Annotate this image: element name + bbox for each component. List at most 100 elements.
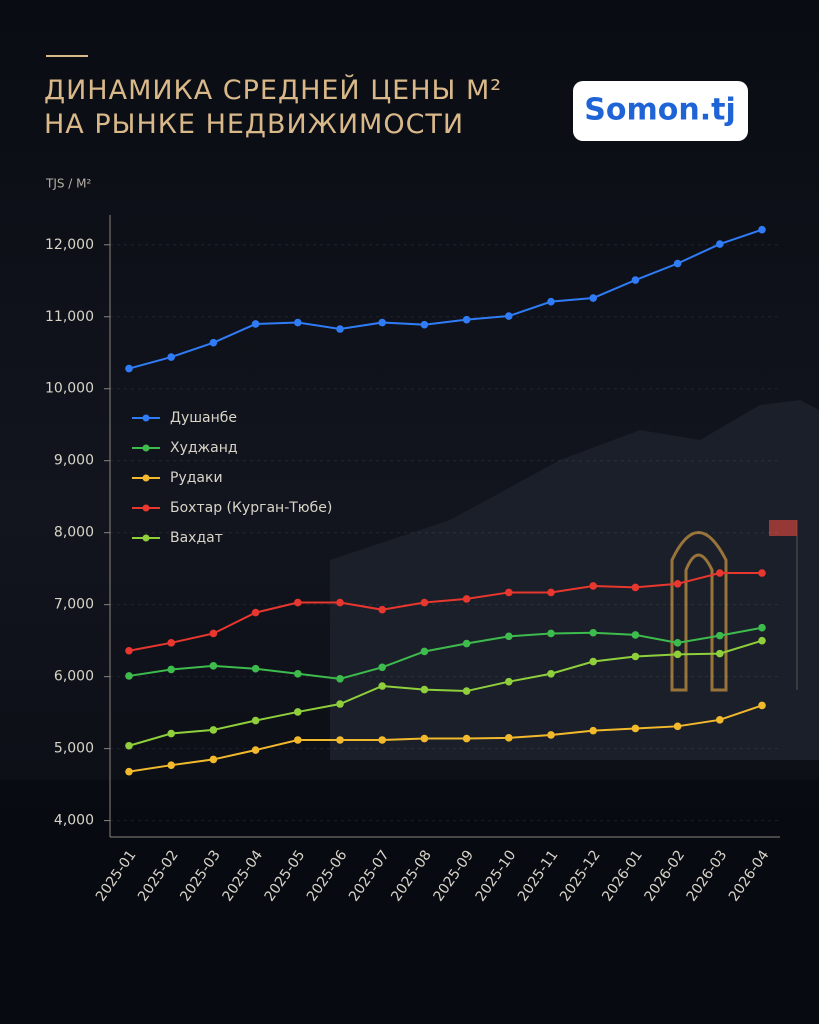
data-point	[631, 652, 640, 661]
data-point	[547, 669, 555, 678]
data-point	[631, 631, 640, 639]
data-point	[294, 708, 302, 716]
data-point	[420, 734, 429, 743]
data-point	[209, 629, 218, 638]
data-point	[505, 312, 513, 320]
data-point	[209, 338, 218, 347]
y-tick-label: 5,000	[54, 741, 94, 757]
data-point	[716, 240, 724, 248]
data-point	[462, 315, 471, 324]
data-point	[589, 726, 597, 735]
data-point	[336, 675, 344, 683]
chart-title: ДИНАМИКА СРЕДНЕЙ ЦЕНЫ М² НА РЫНКЕ НЕДВИЖ…	[44, 75, 503, 140]
data-point	[462, 595, 471, 603]
legend-label: Рудаки	[170, 470, 223, 486]
data-point	[125, 672, 133, 680]
data-point	[716, 569, 724, 577]
data-point	[589, 294, 597, 302]
y-tick-label: 10,000	[45, 381, 94, 397]
data-point	[125, 741, 133, 750]
data-point	[209, 662, 218, 670]
data-point	[209, 726, 218, 734]
data-point	[251, 320, 260, 328]
data-point	[547, 588, 555, 597]
legend-marker	[142, 534, 150, 542]
data-point	[547, 731, 555, 739]
data-point	[378, 736, 387, 744]
legend-marker	[142, 474, 150, 482]
data-point	[336, 325, 344, 333]
data-point	[631, 724, 640, 733]
data-point	[420, 685, 429, 694]
y-tick-label: 6,000	[54, 669, 94, 685]
legend-label: Худжанд	[170, 440, 238, 456]
data-point	[673, 259, 682, 268]
data-point	[294, 669, 302, 678]
data-point	[547, 629, 555, 638]
data-point	[589, 582, 597, 590]
data-point	[505, 588, 513, 597]
y-tick-label: 11,000	[45, 309, 94, 325]
legend-marker	[142, 444, 150, 452]
data-point	[758, 636, 766, 645]
data-point	[378, 663, 387, 672]
data-point	[378, 318, 387, 327]
flag	[769, 520, 797, 536]
y-tick-label: 9,000	[54, 453, 94, 469]
data-point	[167, 665, 175, 674]
water	[0, 780, 819, 1024]
logo-box	[573, 81, 748, 141]
data-point	[167, 353, 175, 361]
series-line	[128, 572, 762, 652]
data-point	[294, 598, 302, 607]
data-point	[462, 687, 471, 695]
legend-label: Бохтар (Курган-Тюбе)	[170, 500, 332, 516]
logo: Somon.tj	[584, 93, 735, 128]
data-point	[167, 761, 175, 769]
data-point	[336, 700, 344, 708]
data-point	[547, 297, 555, 306]
data-point	[125, 364, 133, 373]
data-point	[758, 701, 766, 710]
data-point	[378, 682, 387, 690]
legend-label: Душанбе	[170, 410, 237, 426]
data-point	[716, 649, 724, 658]
data-point	[505, 734, 513, 742]
data-point	[505, 632, 513, 641]
series-line	[128, 626, 763, 680]
data-point	[209, 755, 218, 764]
data-point	[251, 746, 260, 754]
legend-label: Вахдат	[170, 530, 223, 546]
data-point	[251, 716, 260, 725]
data-point	[716, 716, 724, 724]
data-point	[758, 225, 766, 234]
data-point	[167, 729, 175, 738]
data-point	[462, 639, 471, 648]
data-point	[758, 569, 766, 577]
data-point	[420, 320, 429, 329]
mountains	[330, 400, 819, 760]
data-point	[673, 580, 682, 588]
data-point	[336, 736, 344, 744]
y-tick-label: 12,000	[45, 237, 94, 253]
data-point	[125, 646, 133, 655]
data-point	[420, 647, 429, 656]
data-point	[589, 657, 597, 666]
y-tick-label: 8,000	[54, 525, 94, 541]
data-point	[631, 583, 640, 592]
data-point	[758, 623, 766, 632]
data-point	[294, 318, 302, 327]
data-point	[378, 605, 387, 614]
legend-marker	[142, 414, 150, 422]
data-point	[125, 767, 133, 776]
y-tick-label: 7,000	[54, 597, 94, 613]
data-point	[589, 628, 597, 637]
data-point	[673, 650, 682, 659]
data-point	[420, 598, 429, 607]
data-point	[462, 734, 471, 743]
data-point	[716, 631, 724, 640]
data-point	[251, 608, 260, 617]
y-axis-label: TJS / M²	[45, 177, 92, 191]
